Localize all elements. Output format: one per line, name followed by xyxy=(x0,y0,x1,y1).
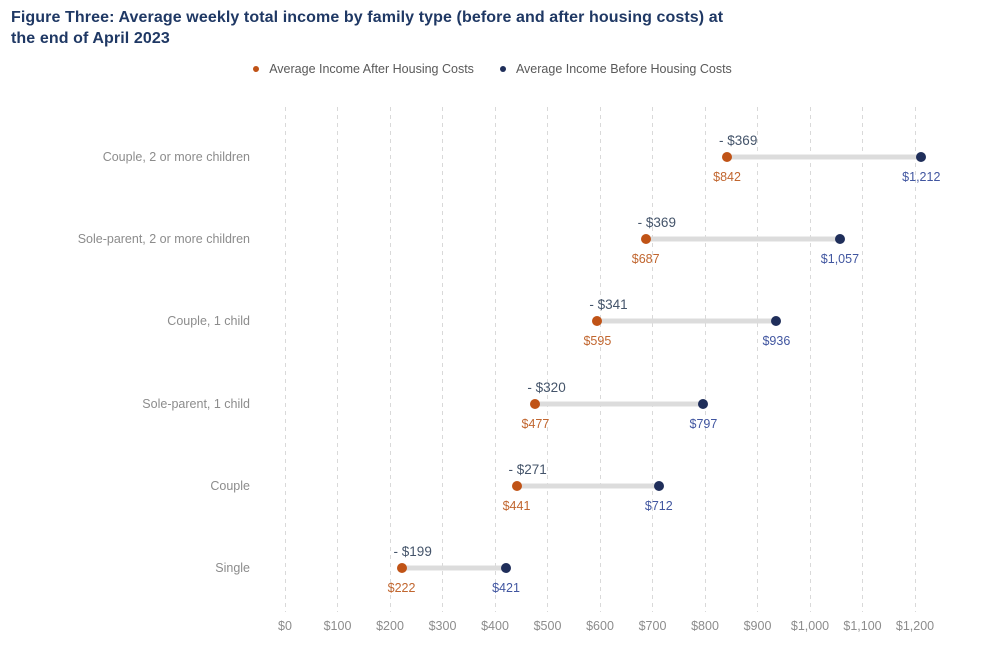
after-value-label: $842 xyxy=(713,170,741,184)
dumbbell-connector xyxy=(597,318,777,324)
gridline-200 xyxy=(389,107,391,612)
after-value-label: $222 xyxy=(387,581,416,595)
before-housing-costs-dot xyxy=(501,563,512,573)
after-value-label: $441 xyxy=(502,498,531,513)
after-housing-costs-dot xyxy=(592,316,603,327)
legend-item-after-housing-costs: Average Income After Housing Costs xyxy=(253,62,474,76)
dumbbell-connector xyxy=(516,483,659,489)
legend-item-before-housing-costs: Average Income Before Housing Costs xyxy=(499,62,732,76)
legend-label-after: Average Income After Housing Costs xyxy=(269,62,474,76)
after-housing-costs-dot xyxy=(511,480,522,491)
dumbbell-connector xyxy=(727,154,922,160)
dumbbell-connector xyxy=(535,401,704,407)
before-value-label: $421 xyxy=(492,581,520,595)
after-value-label: $595 xyxy=(583,334,612,349)
gridline-400 xyxy=(494,107,496,612)
after-housing-costs-dot xyxy=(396,563,407,573)
after-housing-costs-dot xyxy=(722,152,733,162)
x-axis-tick-label: $400 xyxy=(481,619,509,633)
chart-legend: Average Income After Housing Costs Avera… xyxy=(0,62,985,76)
before-value-label: $1,212 xyxy=(902,170,941,184)
before-value-label: $797 xyxy=(689,416,718,431)
after-housing-costs-dot xyxy=(530,398,541,409)
category-label: Sole-parent, 1 child xyxy=(142,396,250,411)
x-axis-tick-label: $900 xyxy=(743,619,772,633)
after-value-label: $477 xyxy=(521,416,550,431)
x-axis-tick-label: $100 xyxy=(323,619,352,633)
before-value-label: $712 xyxy=(644,498,673,513)
x-axis-tick-label: $700 xyxy=(638,619,667,633)
before-housing-costs-dot xyxy=(916,152,927,162)
difference-label: - $369 xyxy=(637,215,676,231)
category-label: Couple, 2 or more children xyxy=(102,150,250,164)
difference-label: - $320 xyxy=(527,379,566,395)
category-label: Couple, 1 child xyxy=(167,314,250,329)
gridline-800 xyxy=(704,107,706,612)
before-housing-costs-dot xyxy=(698,398,709,409)
figure-title-line-2: the end of April 2023 xyxy=(11,30,170,47)
legend-dot-before-icon xyxy=(499,66,506,72)
x-axis-tick-label: $1,100 xyxy=(843,619,882,633)
after-housing-costs-dot xyxy=(640,234,651,245)
gridline-700 xyxy=(652,107,653,612)
difference-label: - $271 xyxy=(508,461,547,477)
before-value-label: $1,057 xyxy=(820,252,860,267)
before-housing-costs-dot xyxy=(653,480,664,491)
gridline-1000 xyxy=(809,107,811,612)
figure-title: Figure Three: Average weekly total incom… xyxy=(11,7,976,49)
difference-label: - $341 xyxy=(589,297,628,313)
x-axis-tick-label: $500 xyxy=(533,619,562,633)
category-label: Couple xyxy=(210,478,250,493)
gridline-600 xyxy=(599,107,601,612)
x-axis-tick-label: $300 xyxy=(428,619,457,633)
gridline-100 xyxy=(337,107,338,612)
dumbbell-connector xyxy=(401,565,507,571)
figure-title-line-1: Figure Three: Average weekly total incom… xyxy=(11,9,724,26)
before-value-label: $936 xyxy=(762,334,791,349)
difference-label: - $369 xyxy=(719,133,758,148)
gridline-1100 xyxy=(862,107,863,612)
x-axis-tick-label: $800 xyxy=(691,619,719,633)
x-axis-tick-label: $1,200 xyxy=(895,619,935,633)
gridline-1200 xyxy=(914,107,916,612)
after-value-label: $687 xyxy=(631,252,660,267)
category-label: Single xyxy=(215,561,250,575)
difference-label: - $199 xyxy=(393,544,432,559)
gridline-900 xyxy=(757,107,758,612)
gridline-0 xyxy=(284,107,286,612)
x-axis-tick-label: $200 xyxy=(376,619,404,633)
x-axis-tick-label: $0 xyxy=(278,619,292,633)
x-axis-tick-label: $1,000 xyxy=(790,619,830,633)
legend-label-before: Average Income Before Housing Costs xyxy=(515,62,732,76)
gridline-300 xyxy=(442,107,443,612)
before-housing-costs-dot xyxy=(771,316,782,327)
x-axis-tick-label: $600 xyxy=(586,619,614,633)
before-housing-costs-dot xyxy=(834,234,845,245)
legend-dot-after-icon xyxy=(253,66,260,72)
gridline-500 xyxy=(547,107,548,612)
dumbbell-connector xyxy=(645,236,840,242)
category-label: Sole-parent, 2 or more children xyxy=(77,232,250,247)
